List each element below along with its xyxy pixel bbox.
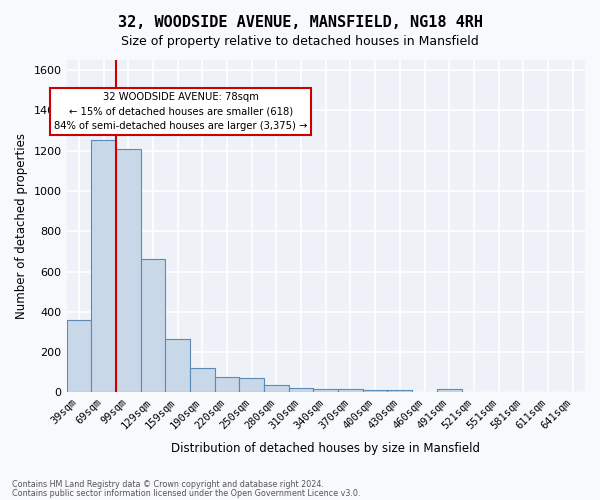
Y-axis label: Number of detached properties: Number of detached properties [15,133,28,319]
Bar [313,389,338,392]
Bar [264,386,289,392]
Bar [239,378,264,392]
Bar [388,390,412,392]
Text: Size of property relative to detached houses in Mansfield: Size of property relative to detached ho… [121,35,479,48]
Bar [190,368,215,392]
Bar [437,389,461,392]
Text: Contains public sector information licensed under the Open Government Licence v3: Contains public sector information licen… [12,488,361,498]
Bar [289,388,313,392]
Bar [165,339,190,392]
Bar [116,148,140,392]
Bar [91,140,116,392]
Text: 32, WOODSIDE AVENUE, MANSFIELD, NG18 4RH: 32, WOODSIDE AVENUE, MANSFIELD, NG18 4RH [118,15,482,30]
Bar [140,260,165,392]
X-axis label: Distribution of detached houses by size in Mansfield: Distribution of detached houses by size … [171,442,480,455]
Text: 32 WOODSIDE AVENUE: 78sqm
← 15% of detached houses are smaller (618)
84% of semi: 32 WOODSIDE AVENUE: 78sqm ← 15% of detac… [54,92,307,132]
Text: Contains HM Land Registry data © Crown copyright and database right 2024.: Contains HM Land Registry data © Crown c… [12,480,324,489]
Bar [363,390,388,392]
Bar [215,378,239,392]
Bar [338,390,363,392]
Bar [67,320,91,392]
